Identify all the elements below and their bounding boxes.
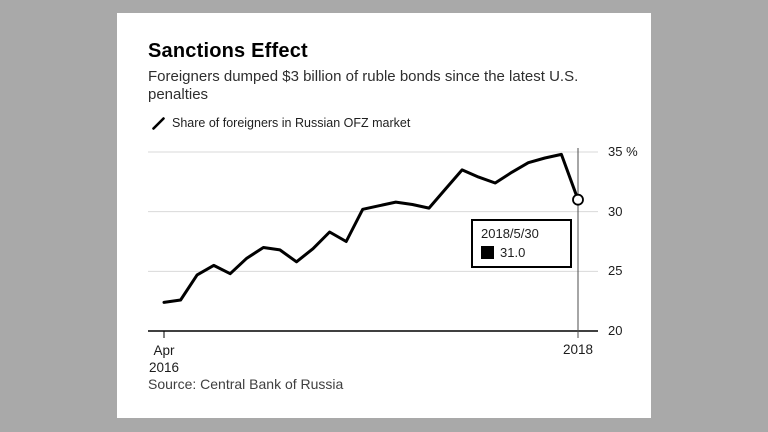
- tooltip-value-row: 31.0: [481, 245, 570, 260]
- chart-card: Sanctions Effect Foreigners dumped $3 bi…: [117, 13, 651, 418]
- data-line: [162, 152, 580, 304]
- y-tick-label-20: 20: [608, 323, 623, 338]
- series-swatch: [481, 246, 494, 259]
- chart-title: Sanctions Effect: [148, 40, 308, 62]
- y-tick-label-30: 30: [608, 203, 623, 219]
- tooltip-value: 31.0: [500, 245, 526, 260]
- x-tick-label-2018: 2018: [562, 342, 594, 357]
- tooltip: 2018/5/30 31.0: [471, 219, 572, 268]
- line-chart-plot[interactable]: [148, 143, 598, 343]
- tooltip-date: 2018/5/30: [481, 226, 539, 241]
- legend: Share of foreigners in Russian OFZ marke…: [152, 116, 410, 130]
- last-point-marker: [572, 193, 584, 206]
- legend-label: Share of foreigners in Russian OFZ marke…: [172, 116, 411, 130]
- source-credit: Source: Central Bank of Russia: [148, 376, 344, 392]
- y-tick-label-35: 35 %: [608, 144, 638, 159]
- chart-subtitle: Foreigners dumped $3 billion of ruble bo…: [148, 68, 579, 103]
- x-tick-label-apr-2016: Apr 2016: [148, 343, 180, 375]
- line-series-icon: [152, 116, 165, 130]
- y-tick-label-25: 25: [608, 263, 623, 279]
